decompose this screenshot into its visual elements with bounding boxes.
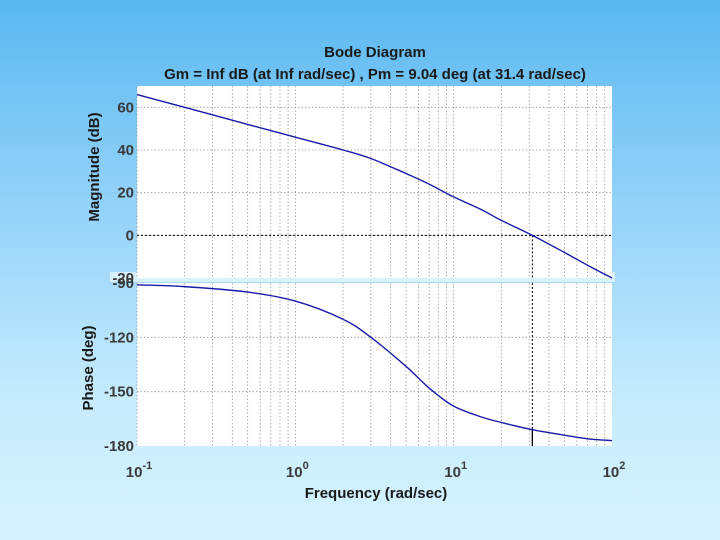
frequency-tick-labels: 10-1 100 101 102 bbox=[126, 460, 626, 481]
tick-exponent: 1 bbox=[461, 460, 467, 472]
phase-ytick-label: -90 bbox=[112, 275, 134, 292]
magnitude-ytick-label: -20 bbox=[112, 270, 134, 287]
tick-exponent: 2 bbox=[619, 460, 625, 472]
frequency-tick-label: 100 bbox=[286, 460, 309, 481]
magnitude-curve bbox=[136, 93, 613, 279]
magnitude-ytick-label: 0 bbox=[126, 227, 134, 244]
phase-ytick-label: -150 bbox=[104, 384, 134, 401]
phase-ytick-labels: -90 -120 -150 -180 bbox=[104, 275, 134, 455]
frequency-tick-label: 10-1 bbox=[126, 460, 152, 481]
phase-curve bbox=[136, 284, 613, 442]
magnitude-ytick-label: 20 bbox=[117, 185, 134, 202]
magnitude-ytick-label: 60 bbox=[117, 99, 134, 116]
phase-axis-label: Phase (deg) bbox=[80, 325, 97, 410]
tick-base: 10 bbox=[126, 464, 143, 481]
tick-exponent: -1 bbox=[142, 460, 152, 472]
tick-exponent: 0 bbox=[303, 460, 309, 472]
chart-title: Bode Diagram bbox=[324, 44, 426, 61]
magnitude-grid bbox=[136, 86, 612, 278]
phase-ytick-label: -180 bbox=[104, 438, 134, 455]
phase-grid bbox=[136, 283, 612, 446]
tick-base: 10 bbox=[603, 464, 620, 481]
phase-ytick-label: -120 bbox=[104, 329, 134, 346]
magnitude-ytick-label: 40 bbox=[117, 142, 134, 159]
crossover-markers bbox=[137, 234, 612, 446]
chart-subtitle: Gm = Inf dB (at Inf rad/sec) , Pm = 9.04… bbox=[164, 66, 586, 83]
frequency-tick-label: 102 bbox=[603, 460, 626, 481]
phase-plot-area bbox=[137, 283, 612, 446]
magnitude-axis-label: Magnitude (dB) bbox=[86, 112, 103, 221]
frequency-axis-label: Frequency (rad/sec) bbox=[305, 485, 448, 502]
tick-base: 10 bbox=[444, 464, 461, 481]
magnitude-plot-area bbox=[137, 86, 612, 278]
tick-base: 10 bbox=[286, 464, 303, 481]
frequency-tick-label: 101 bbox=[444, 460, 467, 481]
magnitude-ytick-labels: 60 40 20 0 -20 bbox=[112, 99, 134, 287]
